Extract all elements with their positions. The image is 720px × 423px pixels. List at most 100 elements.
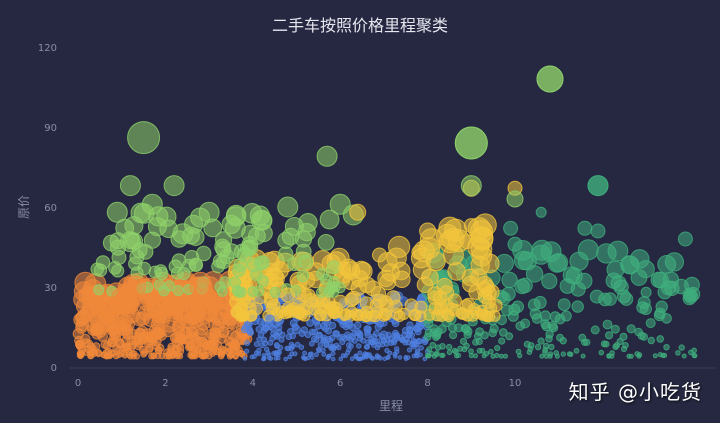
data-point-cluster-orange: [109, 310, 125, 326]
data-point-cluster-teal: [602, 340, 610, 348]
data-point-cluster-orange: [123, 275, 147, 299]
data-point-cluster-blue: [348, 343, 354, 349]
data-point-cluster-yellow: [349, 203, 367, 221]
y-axis-title: 原价: [17, 195, 31, 219]
data-point-cluster-orange: [189, 344, 199, 353]
data-point-cluster-teal: [426, 346, 433, 353]
data-point-cluster-blue: [315, 347, 322, 353]
data-point-cluster-teal: [449, 331, 458, 340]
data-point-cluster-teal: [640, 286, 652, 298]
data-point-cluster-yellow: [470, 268, 488, 287]
x-tick-label: 2: [162, 378, 168, 389]
data-point-cluster-teal: [429, 324, 439, 334]
x-tick-label: 8: [424, 378, 430, 389]
data-point-cluster-lightgreen: [317, 234, 335, 251]
data-point-cluster-teal: [447, 323, 458, 333]
data-point-cluster-blue: [369, 355, 375, 361]
data-point-cluster-teal: [425, 353, 431, 359]
data-point-cluster-teal: [580, 353, 586, 359]
data-point-cluster-blue: [283, 356, 289, 362]
data-point-cluster-blue: [260, 327, 268, 334]
data-point-cluster-orange: [161, 299, 179, 317]
data-point-cluster-teal: [461, 346, 468, 353]
chart-title: 二手车按照价格里程聚类: [271, 16, 448, 35]
data-point-cluster-blue: [320, 347, 326, 353]
data-point-cluster-blue: [262, 340, 269, 347]
data-point-cluster-blue: [330, 356, 336, 362]
data-point-cluster-lightgreen: [327, 276, 340, 288]
data-point-cluster-lightgreen: [277, 196, 299, 218]
data-point-cluster-teal: [673, 278, 689, 295]
data-point-cluster-teal: [468, 352, 474, 359]
data-point-cluster-orange: [91, 323, 105, 336]
data-point-cluster-teal: [433, 331, 442, 340]
data-point-cluster-teal: [654, 307, 666, 320]
data-point-cluster-orange: [189, 276, 211, 298]
data-point-cluster-orange: [146, 301, 163, 318]
data-point-cluster-teal: [560, 310, 572, 322]
data-point-cluster-yellow: [419, 222, 437, 240]
data-point-cluster-teal: [620, 345, 628, 353]
x-tick-label: 10: [509, 378, 522, 389]
data-point-cluster-teal: [473, 353, 478, 359]
data-point-cluster-teal: [507, 310, 519, 322]
data-point-cluster-teal: [446, 343, 453, 351]
data-point-cluster-blue: [333, 330, 341, 338]
data-point-cluster-orange: [154, 352, 162, 360]
data-point-cluster-blue: [256, 347, 262, 353]
y-axis-ticks: 0 30 60 90 120: [38, 43, 57, 374]
data-point-cluster-blue: [323, 342, 330, 349]
data-point-cluster-teal: [577, 239, 599, 261]
data-point-cluster-yellow: [301, 288, 316, 304]
data-point-cluster-teal: [610, 324, 620, 334]
data-point-cluster-teal: [472, 338, 480, 346]
bubble-layer: [72, 65, 701, 362]
data-point-cluster-blue: [344, 319, 354, 329]
data-point-cluster-yellow: [461, 297, 476, 312]
data-point-cluster-yellow: [467, 309, 479, 322]
watermark: 知乎 @小吃货: [568, 380, 702, 404]
data-point-cluster-blue: [294, 341, 301, 348]
data-point-cluster-teal: [475, 327, 485, 337]
data-point-cluster-blue: [414, 322, 424, 332]
data-point-cluster-lightgreen: [141, 193, 163, 215]
data-point-cluster-blue: [313, 352, 319, 358]
data-point-cluster-teal: [489, 323, 499, 334]
data-point-cluster-orange: [87, 352, 94, 360]
data-point-cluster-blue: [387, 350, 393, 356]
data-point-cluster-blue: [405, 355, 411, 360]
data-point-cluster-yellow: [296, 302, 310, 316]
data-point-cluster-teal: [515, 321, 526, 331]
data-point-cluster-teal: [691, 352, 697, 359]
data-point-cluster-blue: [414, 348, 421, 354]
data-point-cluster-teal: [423, 332, 432, 341]
data-point-cluster-yellow: [360, 305, 374, 319]
data-point-cluster-teal: [547, 351, 554, 357]
data-point-cluster-blue: [351, 337, 358, 344]
data-point-cluster-yellow: [338, 261, 352, 275]
data-point-cluster-blue: [261, 356, 266, 362]
data-point-cluster-teal: [663, 344, 670, 351]
data-point-cluster-orange: [145, 344, 154, 353]
data-point-cluster-lightgreen: [316, 286, 327, 298]
data-point-cluster-yellow: [322, 295, 336, 310]
data-point-cluster-blue: [326, 354, 331, 359]
data-point-cluster-orange: [133, 332, 145, 343]
data-point-cluster-yellow: [459, 234, 475, 250]
data-point-cluster-blue: [244, 340, 251, 347]
data-point-cluster-lightgreen: [198, 201, 220, 223]
data-point-cluster-teal: [647, 336, 655, 345]
data-point-cluster-blue: [391, 339, 397, 346]
data-point-cluster-teal: [613, 342, 621, 349]
data-point-cluster-blue: [378, 356, 383, 361]
data-point-cluster-lightgreen: [163, 280, 176, 292]
data-point-cluster-teal: [434, 350, 440, 356]
data-point-cluster-lightgreen: [256, 275, 269, 287]
data-point-cluster-orange: [231, 341, 241, 351]
data-point-cluster-blue: [392, 351, 398, 357]
data-point-cluster-yellow: [372, 247, 387, 263]
data-point-cluster-lightgreen: [253, 256, 268, 271]
data-point-cluster-lightgreen: [506, 190, 524, 208]
data-point-cluster-blue: [253, 341, 260, 348]
data-point-cluster-yellow: [313, 308, 326, 321]
